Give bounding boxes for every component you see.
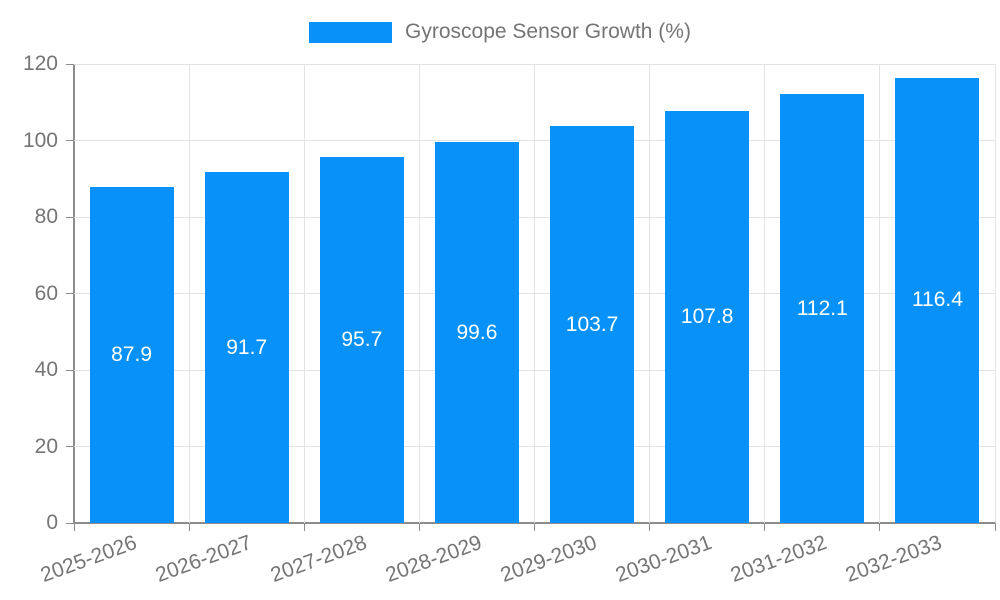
x-tick bbox=[534, 523, 535, 531]
x-gridline bbox=[649, 64, 651, 523]
bar[interactable] bbox=[319, 156, 404, 523]
x-gridline bbox=[303, 64, 305, 523]
legend-label[interactable]: Gyroscope Sensor Growth (%) bbox=[405, 20, 691, 43]
x-tick bbox=[994, 523, 996, 531]
bar[interactable] bbox=[895, 77, 980, 523]
bar-value-label: 91.7 bbox=[226, 335, 268, 359]
bar-value-label: 112.1 bbox=[796, 296, 848, 320]
x-tick bbox=[73, 523, 75, 531]
y-axis-tick-label: 60 bbox=[34, 281, 58, 305]
y-axis-tick-label: 120 bbox=[22, 52, 58, 75]
bar[interactable] bbox=[780, 94, 865, 523]
x-gridline bbox=[764, 64, 766, 523]
y-axis-tick-label: 100 bbox=[22, 128, 58, 152]
bar[interactable] bbox=[434, 142, 519, 523]
x-tick bbox=[764, 523, 766, 531]
x-tick bbox=[188, 523, 190, 531]
y-axis-tick-label: 40 bbox=[34, 358, 58, 381]
x-tick bbox=[879, 523, 881, 531]
y-tick bbox=[66, 522, 74, 524]
y-axis-tick-label: 0 bbox=[46, 511, 58, 534]
bar[interactable] bbox=[550, 126, 635, 523]
legend: Gyroscope Sensor Growth (%) bbox=[0, 19, 1000, 45]
bar[interactable] bbox=[89, 186, 174, 523]
y-axis-tick-label: 80 bbox=[34, 205, 58, 228]
y-tick bbox=[66, 63, 74, 65]
y-tick bbox=[66, 369, 74, 371]
y-tick bbox=[66, 293, 74, 294]
x-tick bbox=[649, 523, 651, 531]
bar-value-label: 87.9 bbox=[111, 342, 152, 366]
y-tick bbox=[66, 216, 74, 218]
x-tick bbox=[303, 523, 305, 531]
y-tick bbox=[66, 446, 74, 447]
legend-swatch[interactable] bbox=[309, 21, 393, 43]
x-tick bbox=[418, 523, 420, 531]
x-gridline bbox=[534, 64, 535, 523]
x-gridline bbox=[879, 64, 881, 523]
x-gridline bbox=[188, 64, 190, 523]
bar-value-label: 95.7 bbox=[341, 327, 383, 351]
x-gridline bbox=[418, 64, 420, 523]
y-tick bbox=[66, 140, 74, 141]
bar-value-label: 107.8 bbox=[680, 304, 734, 328]
x-gridline bbox=[994, 64, 996, 523]
bar[interactable] bbox=[665, 110, 750, 523]
bar-value-label: 103.7 bbox=[565, 312, 619, 336]
y-axis-tick-label: 20 bbox=[34, 434, 58, 458]
y-axis-line bbox=[73, 64, 75, 524]
bar-value-label: 99.6 bbox=[456, 320, 498, 344]
bar[interactable] bbox=[204, 172, 289, 523]
bar-value-label: 116.4 bbox=[911, 288, 963, 312]
